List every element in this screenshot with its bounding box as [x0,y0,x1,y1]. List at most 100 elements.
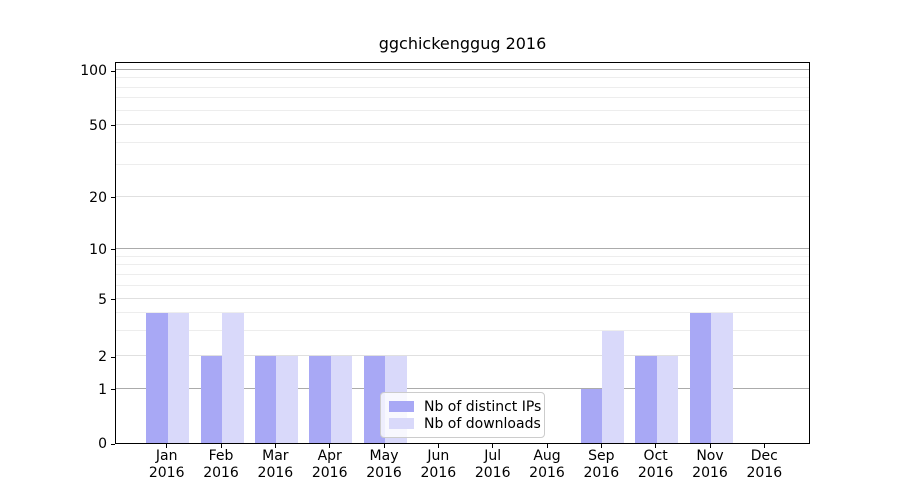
x-tick-year: 2016 [257,465,294,481]
x-tick-year: 2016 [420,465,457,481]
y-gridline-minor [116,255,809,257]
legend: Nb of distinct IPs Nb of downloads [380,392,545,438]
x-tick-month: Jul [484,448,502,464]
x-tick-mark [437,444,439,448]
y-tick-label: 100 [80,63,107,79]
y-tick-label: 1 [98,381,107,398]
bar-distinct-ips [580,389,603,443]
y-gridline [116,196,809,197]
x-tick-year: 2016 [366,465,402,481]
bar-downloads [656,356,679,443]
x-tick-label: Jun 2016 [410,448,466,482]
y-tick-mark [111,389,115,391]
y-gridline [116,69,809,71]
y-tick-mark [111,197,115,199]
y-gridline-minor [116,141,809,143]
y-gridline-minor [116,284,809,286]
bar-distinct-ips [146,312,168,443]
legend-swatch-distinct-ips-icon [389,401,414,412]
x-tick-mark [546,444,548,448]
legend-item-downloads: Nb of downloads [389,416,541,432]
x-tick-label: Aug 2016 [519,448,575,482]
x-tick-year: 2016 [148,465,185,481]
x-tick-label: May 2016 [356,448,412,482]
y-gridline [116,388,809,389]
x-tick-mark [220,444,222,448]
x-tick-month: Aug [533,448,561,464]
x-tick-month: Oct [643,448,668,464]
x-tick-label: Dec 2016 [736,448,792,482]
y-gridline-minor [116,264,809,266]
bar-distinct-ips [689,312,711,443]
plot-area [115,62,810,444]
x-tick-label: Jul 2016 [465,448,521,482]
x-tick-month: Sep [588,448,615,464]
x-tick-year: 2016 [474,465,511,481]
x-tick-label: Oct 2016 [628,448,684,482]
y-gridline-minor [116,77,809,79]
y-gridline-minor [116,86,809,88]
legend-item-distinct-ips: Nb of distinct IPs [389,399,541,415]
x-tick-label: Mar 2016 [247,448,303,482]
x-tick-month: Jun [427,448,450,464]
x-tick-label: Apr 2016 [302,448,358,482]
y-gridline-minor [116,273,809,275]
x-tick-mark [655,444,657,448]
x-tick-label: Feb 2016 [193,448,249,482]
y-gridline [116,247,809,249]
y-tick-label: 20 [89,189,107,206]
bar-downloads [602,330,624,443]
bar-distinct-ips [635,356,657,443]
bar-distinct-ips [363,356,386,443]
x-tick-mark [274,444,276,448]
y-gridline [116,298,809,299]
legend-label-distinct-ips: Nb of distinct IPs [424,398,542,415]
x-tick-mark [383,444,385,448]
bar-downloads [167,312,190,443]
chart-title: ggchickenggug 2016 [378,34,547,53]
x-tick-mark [329,444,331,448]
x-tick-label: Nov 2016 [682,448,738,482]
x-tick-mark [600,444,602,448]
y-gridline-minor [116,97,809,99]
x-tick-month: Jan [155,448,178,464]
x-tick-year: 2016 [692,465,728,481]
y-tick-mark [111,125,115,127]
x-tick-month: Dec [750,448,778,464]
legend-label-downloads: Nb of downloads [424,415,541,432]
y-tick-label: 5 [98,291,107,308]
x-tick-mark [763,444,765,448]
bar-downloads [330,356,353,443]
x-tick-label: Jan 2016 [139,448,195,482]
bar-downloads [711,312,733,443]
y-tick-mark [111,356,115,358]
x-tick-label: Sep 2016 [573,448,629,482]
bar-downloads [222,312,244,443]
bar-distinct-ips [254,356,277,443]
x-tick-month: Apr [317,448,342,464]
x-tick-year: 2016 [311,465,348,481]
y-gridline-minor [116,109,809,111]
x-tick-year: 2016 [203,465,239,481]
x-tick-year: 2016 [529,465,565,481]
y-tick-label: 10 [89,241,107,258]
bar-downloads [276,356,298,443]
x-tick-mark [709,444,711,448]
y-gridline [116,355,809,357]
legend-swatch-downloads-icon [389,418,414,429]
y-tick-mark [111,70,115,72]
bar-distinct-ips [200,356,223,443]
y-gridline-minor [116,164,809,166]
y-gridline-minor [116,329,809,331]
y-tick-mark [111,443,115,445]
x-tick-month: May [369,448,399,464]
y-tick-label: 0 [98,436,107,452]
y-tick-label: 50 [89,117,107,134]
x-tick-year: 2016 [637,465,674,481]
bar-distinct-ips [309,356,331,443]
x-tick-mark [166,444,168,448]
x-tick-year: 2016 [746,465,783,481]
x-tick-month: Nov [696,448,724,464]
x-tick-month: Feb [208,448,234,464]
